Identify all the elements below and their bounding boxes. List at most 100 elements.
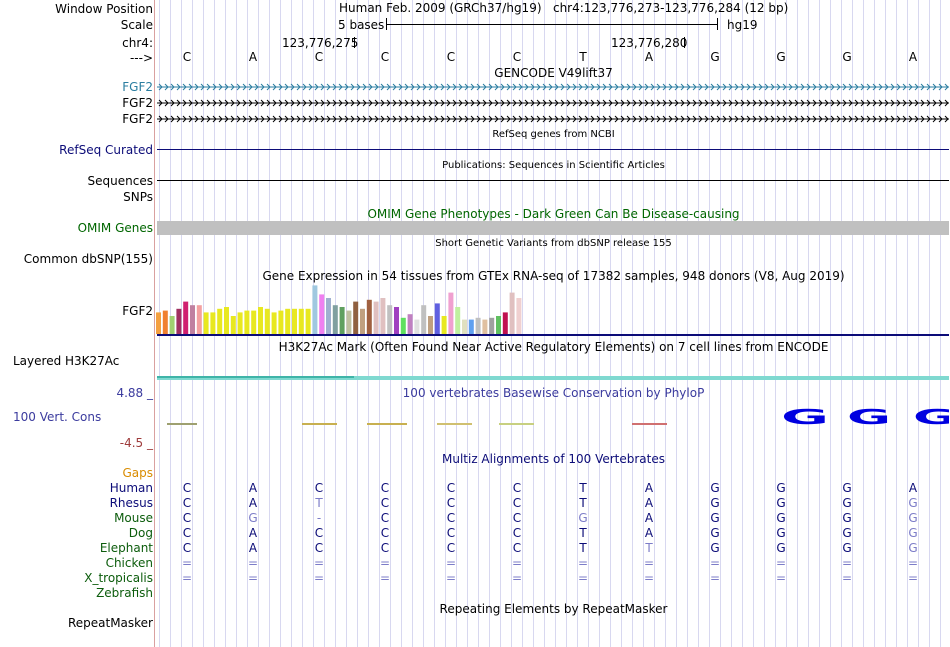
gtex-tissue-bar[interactable] <box>353 301 359 334</box>
gtex-tissue-bar[interactable] <box>251 310 257 334</box>
strand-chevron <box>878 99 883 107</box>
gtex-tissue-bar[interactable] <box>183 301 189 334</box>
gtex-tissue-bar[interactable] <box>421 305 427 334</box>
gtex-tissue-bar[interactable] <box>428 316 433 334</box>
gtex-tissue-bar[interactable] <box>258 307 263 334</box>
gtex-tissue-bar[interactable] <box>285 308 291 334</box>
species-label[interactable]: X_tropicalis <box>84 571 153 585</box>
gtex-tissue-bar[interactable] <box>196 305 202 334</box>
gtex-tissue-bar[interactable] <box>448 292 454 334</box>
gtex-tissue-bar[interactable] <box>462 319 467 334</box>
publications-label[interactable]: Sequences <box>87 174 153 188</box>
gtex-tissue-bar[interactable] <box>230 316 236 334</box>
gtex-tissue-bar[interactable] <box>475 317 481 334</box>
position-text[interactable]: chr4:123,776,273-123,776,284 (12 bp) <box>552 1 789 15</box>
gtex-expression-bars[interactable] <box>155 284 535 334</box>
gtex-tissue-bar[interactable] <box>366 299 372 334</box>
gtex-tissue-bar[interactable] <box>190 305 195 334</box>
publications-track-line[interactable] <box>157 180 949 181</box>
gtex-tissue-bar[interactable] <box>380 298 386 334</box>
gtex-tissue-bar[interactable] <box>496 316 501 334</box>
gtex-tissue-bar[interactable] <box>387 305 393 334</box>
phylop-label[interactable]: 100 Vert. Cons <box>13 410 102 424</box>
gtex-tissue-bar[interactable] <box>441 316 447 334</box>
gtex-tissue-bar[interactable] <box>326 298 331 334</box>
gtex-tissue-bar[interactable] <box>455 307 461 334</box>
species-label[interactable]: Elephant <box>99 541 153 555</box>
gtex-label[interactable]: FGF2 <box>122 304 153 318</box>
strand-chevron <box>668 115 673 123</box>
species-label[interactable]: Dog <box>128 526 153 540</box>
gtex-tissue-bar[interactable] <box>162 310 168 334</box>
gtex-tissue-bar[interactable] <box>264 308 270 334</box>
alignment-base: G <box>842 526 852 540</box>
gencode-transcripts[interactable] <box>157 82 949 126</box>
species-label[interactable]: Chicken <box>105 556 153 570</box>
gtex-tissue-bar[interactable] <box>271 312 277 334</box>
species-label[interactable]: Zebrafish <box>96 586 153 600</box>
repeatmasker-label[interactable]: RepeatMasker <box>67 616 153 630</box>
gtex-tissue-bar[interactable] <box>509 292 515 334</box>
gtex-tissue-bar[interactable] <box>482 319 488 334</box>
gtex-tissue-bar[interactable] <box>339 307 345 334</box>
grid-line <box>885 0 886 647</box>
gtex-tissue-bar[interactable] <box>373 301 379 334</box>
gtex-tissue-bar[interactable] <box>203 312 209 334</box>
gtex-tissue-bar[interactable] <box>407 314 413 334</box>
species-label[interactable]: Rhesus <box>109 496 153 510</box>
strand-chevron <box>212 115 217 123</box>
gtex-tissue-bar[interactable] <box>217 308 223 334</box>
strand-chevron <box>296 115 301 123</box>
species-label[interactable]: Mouse <box>114 511 153 525</box>
dbsnp-label[interactable]: Common dbSNP(155) <box>23 252 153 266</box>
gtex-tissue-bar[interactable] <box>516 298 522 334</box>
gtex-tissue-bar[interactable] <box>468 319 474 334</box>
species-label[interactable]: Human <box>109 481 153 495</box>
h3k27ac-signal[interactable] <box>157 376 949 380</box>
h3k27ac-signal-peak[interactable] <box>157 376 354 378</box>
gtex-tissue-bar[interactable] <box>434 303 440 334</box>
gencode-gene-label[interactable]: FGF2 <box>122 112 153 126</box>
strand-chevron <box>308 115 313 123</box>
gtex-tissue-bar[interactable] <box>237 312 243 334</box>
strand-chevron <box>410 99 415 107</box>
alignment-base: = <box>907 556 919 570</box>
gtex-tissue-bar[interactable] <box>224 307 229 334</box>
h3k27ac-label[interactable]: Layered H3K27Ac <box>13 354 120 368</box>
gtex-tissue-bar[interactable] <box>312 285 318 334</box>
sequence-base: A <box>248 50 258 64</box>
gtex-tissue-bar[interactable] <box>394 307 399 334</box>
gtex-tissue-bar[interactable] <box>346 310 352 334</box>
gtex-tissue-bar[interactable] <box>489 317 495 334</box>
gtex-tissue-bar[interactable] <box>292 308 297 334</box>
gtex-tissue-bar[interactable] <box>156 312 161 334</box>
gencode-gene-label[interactable]: FGF2 <box>122 96 153 110</box>
omim-gene-bar[interactable] <box>157 221 949 235</box>
grid-line <box>720 0 721 647</box>
gtex-tissue-bar[interactable] <box>400 317 406 334</box>
gtex-tissue-bar[interactable] <box>278 310 284 334</box>
gtex-tissue-bar[interactable] <box>319 294 325 334</box>
omim-label[interactable]: OMIM Genes <box>77 221 153 235</box>
gtex-tissue-bar[interactable] <box>244 310 250 334</box>
gtex-tissue-bar[interactable] <box>502 312 508 334</box>
snps-label[interactable]: SNPs <box>123 190 153 204</box>
refseq-label[interactable]: RefSeq Curated <box>59 143 153 157</box>
refseq-track-line[interactable] <box>157 149 949 150</box>
gtex-tissue-bar[interactable] <box>210 312 216 334</box>
gtex-tissue-bar[interactable] <box>414 319 420 334</box>
gtex-tissue-bar[interactable] <box>332 305 338 334</box>
strand-chevron <box>776 99 781 107</box>
gtex-tissue-bar[interactable] <box>176 308 182 334</box>
strand-chevron <box>524 115 529 123</box>
gtex-tissue-bar[interactable] <box>360 308 365 334</box>
strand-chevron <box>746 83 751 91</box>
strand-chevron <box>740 99 745 107</box>
gencode-gene-label[interactable]: FGF2 <box>122 80 153 94</box>
gtex-tissue-bar[interactable] <box>305 308 311 334</box>
alignment-base: C <box>182 496 192 510</box>
strand-chevron <box>710 83 715 91</box>
gtex-tissue-bar[interactable] <box>298 308 304 334</box>
gtex-tissue-bar[interactable] <box>169 316 175 334</box>
